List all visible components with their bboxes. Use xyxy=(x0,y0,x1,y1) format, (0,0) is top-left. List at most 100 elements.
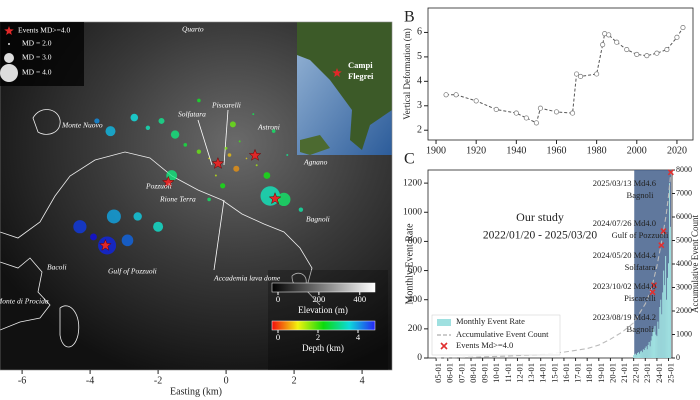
major-event-star xyxy=(211,156,225,169)
x-tick-label: 22-01 xyxy=(631,363,641,383)
colorbar-tick-label: 0 xyxy=(276,332,280,342)
x-tick-label: -6 xyxy=(18,375,26,386)
monthly-bar xyxy=(653,331,655,358)
event-point xyxy=(277,192,291,207)
x-tick-label: 12-01 xyxy=(514,363,524,383)
x-tick-label: 07-01 xyxy=(456,363,466,383)
legend-label: MD = 4.0 xyxy=(22,68,52,77)
deformation-point xyxy=(523,115,529,121)
x-tick-label: -2 xyxy=(154,375,162,386)
colorbar xyxy=(271,320,376,331)
legend-label: Events Md>=4.0 xyxy=(456,340,513,350)
event-point xyxy=(170,130,180,139)
colorbar-tick-label: 2 xyxy=(316,332,320,342)
monthly-bar xyxy=(650,340,652,358)
monthly-bar xyxy=(643,349,645,358)
inset-island xyxy=(300,135,330,155)
x-tick-label: 06-01 xyxy=(445,363,455,383)
monthly-bar xyxy=(651,336,653,358)
x-tick-label: 20-01 xyxy=(607,363,617,383)
event-label: 2024/07/26 Md4.0 xyxy=(593,218,656,228)
monthly-bar xyxy=(634,354,636,358)
inset-label: Flegrei xyxy=(348,71,374,81)
monthly-bar xyxy=(666,299,668,358)
event-point xyxy=(224,146,228,150)
deformation-point xyxy=(634,51,640,57)
deformation-point xyxy=(574,71,580,77)
monthly-bar xyxy=(665,255,667,358)
inset-land xyxy=(297,22,392,150)
x-tick-label: 2 xyxy=(292,375,297,386)
x-tick-label: 1980 xyxy=(587,145,607,156)
y-tick-label: 800 xyxy=(408,237,423,247)
x-tick-label: 18-01 xyxy=(584,363,594,383)
deformation-point xyxy=(664,47,670,53)
y2-tick-label: 4000 xyxy=(676,259,692,268)
deformation-point xyxy=(606,32,612,38)
major-event-star xyxy=(161,175,175,188)
study-arrow xyxy=(603,231,621,241)
deformation-point xyxy=(473,98,479,104)
event-marker xyxy=(660,228,667,235)
deformation-point xyxy=(680,25,686,31)
legend-size xyxy=(8,43,10,45)
event-point xyxy=(271,129,276,133)
x-tick-label: 2020 xyxy=(667,145,687,156)
event-point xyxy=(158,117,165,124)
legend-label: MD = 2.0 xyxy=(22,39,52,48)
place-label: Astroni xyxy=(257,123,280,132)
legend-swatch xyxy=(440,342,448,350)
x-tick-label: 1920 xyxy=(466,145,486,156)
major-event-star xyxy=(99,238,112,251)
monthly-bar xyxy=(662,292,664,358)
place-label: Pozzuoli xyxy=(145,182,172,191)
legend-label: Monthly Event Rate xyxy=(456,316,525,326)
x-axis-label: Easting (km) xyxy=(170,386,222,397)
event-point xyxy=(130,113,139,122)
event-place: Solfatara xyxy=(625,262,656,272)
event-point xyxy=(90,233,97,241)
place-label: Gulf of Pozzuoli xyxy=(108,267,157,276)
monthly-bar xyxy=(636,354,638,358)
y-tick-label: 600 xyxy=(408,266,423,276)
x-tick-label: 1940 xyxy=(506,145,526,156)
legend-size xyxy=(4,53,14,63)
monthly-bar xyxy=(641,352,643,358)
event-point xyxy=(208,157,210,160)
colorbar-label: Depth (km) xyxy=(302,343,344,353)
monthly-bar xyxy=(663,270,665,358)
colorbar xyxy=(271,282,376,293)
study-label: 2022/01/20 - 2025/03/20 xyxy=(483,230,598,242)
event-point xyxy=(94,118,100,124)
x-tick-label: 19-01 xyxy=(596,363,606,383)
x-tick-label: 17-01 xyxy=(573,363,583,383)
legend-label: Events MD>=4.0 xyxy=(18,26,70,35)
event-label: 2024/05/20 Md4.4 xyxy=(593,250,657,260)
x-tick-label: 10-01 xyxy=(491,363,501,383)
y-axis-label: Vertical Deformation (m) xyxy=(402,28,412,119)
legend-star xyxy=(4,26,14,35)
x-tick-label: 13-01 xyxy=(526,363,536,383)
y2-tick-label: 3000 xyxy=(676,282,692,291)
event-point xyxy=(133,212,142,221)
deformation-point xyxy=(513,110,519,116)
legend-box xyxy=(431,314,561,356)
event-point xyxy=(73,220,87,234)
inset-label: Campi xyxy=(348,60,373,70)
monthly-bar xyxy=(645,346,647,358)
y-tick-label: 1000 xyxy=(403,207,422,217)
y-tick-label: 2 xyxy=(417,125,422,136)
x-tick-label: 2000 xyxy=(627,145,647,156)
deformation-point xyxy=(594,71,600,77)
monthly-bar xyxy=(638,353,640,358)
event-point xyxy=(196,149,202,154)
y2-tick-label: 2000 xyxy=(676,306,692,315)
deformation-point xyxy=(600,42,606,48)
event-point xyxy=(183,143,188,147)
x-tick-label: 15-01 xyxy=(549,363,559,383)
event-point xyxy=(105,126,116,137)
event-point xyxy=(233,165,240,172)
event-place: Bagnoli xyxy=(627,190,655,200)
y-tick-label: 0 xyxy=(417,353,422,363)
monthly-bar xyxy=(668,263,670,358)
